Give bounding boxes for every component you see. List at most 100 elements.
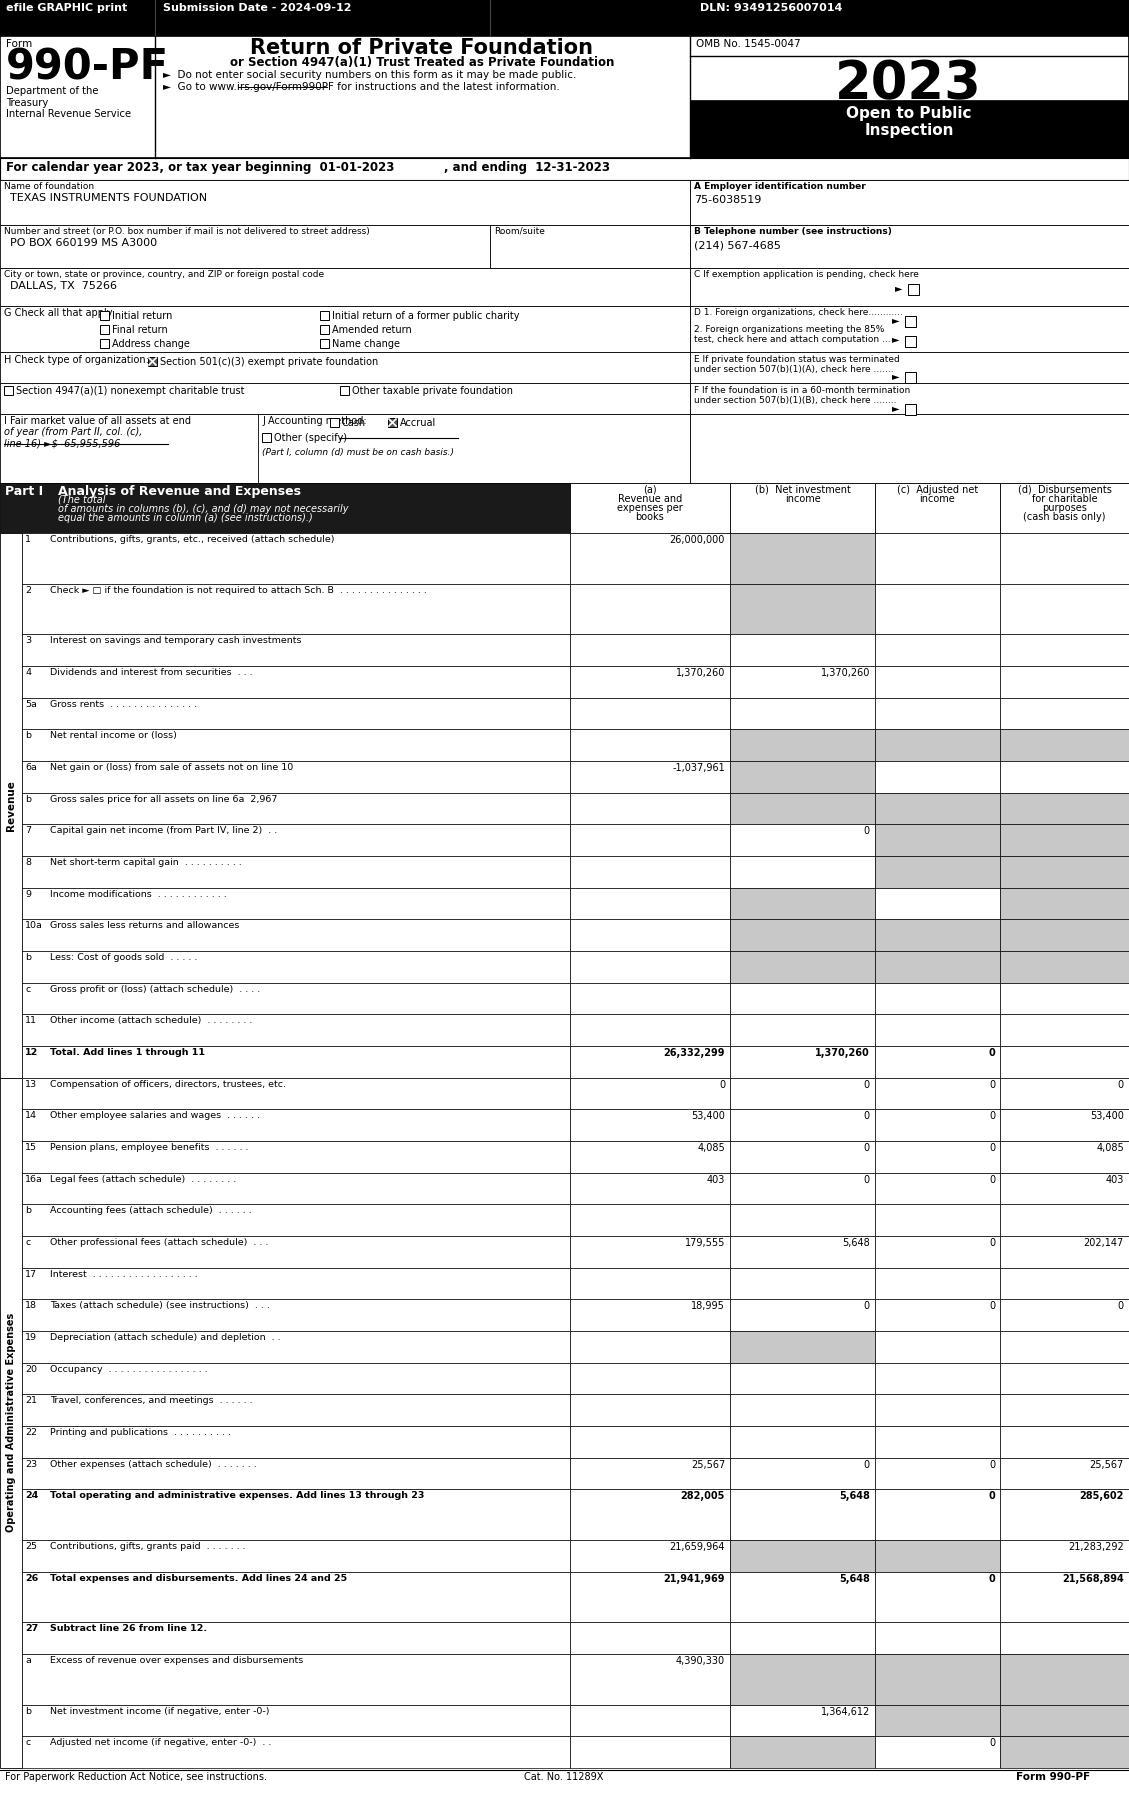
Text: Other (specify): Other (specify) xyxy=(274,433,347,442)
Bar xyxy=(1000,1109,1129,1142)
Bar xyxy=(570,1331,730,1363)
Bar xyxy=(1000,951,1129,984)
Text: Dividends and interest from securities  . . .: Dividends and interest from securities .… xyxy=(50,669,253,678)
Text: Other professional fees (attach schedule)  . . .: Other professional fees (attach schedule… xyxy=(50,1239,269,1248)
Text: Occupancy  . . . . . . . . . . . . . . . . .: Occupancy . . . . . . . . . . . . . . . … xyxy=(50,1365,208,1374)
Text: for charitable: for charitable xyxy=(1032,494,1097,503)
Text: 21: 21 xyxy=(25,1397,37,1406)
Bar xyxy=(905,372,916,383)
Text: 0: 0 xyxy=(989,1111,995,1122)
Text: 21,568,894: 21,568,894 xyxy=(1062,1573,1124,1584)
Text: ►: ► xyxy=(892,403,900,414)
Bar xyxy=(1000,1331,1129,1363)
Bar xyxy=(21,1737,570,1767)
Bar xyxy=(730,793,875,823)
Bar xyxy=(875,730,1000,761)
Text: 16a: 16a xyxy=(25,1174,43,1183)
Text: 8: 8 xyxy=(25,858,30,867)
Text: 19: 19 xyxy=(25,1332,37,1341)
Bar xyxy=(570,635,730,665)
Text: Total expenses and disbursements. Add lines 24 and 25: Total expenses and disbursements. Add li… xyxy=(50,1573,347,1582)
Text: Subtract line 26 from line 12.: Subtract line 26 from line 12. xyxy=(50,1624,207,1633)
Bar xyxy=(21,793,570,823)
Text: 53,400: 53,400 xyxy=(691,1111,725,1122)
Bar xyxy=(1000,1205,1129,1235)
Text: b: b xyxy=(25,1706,30,1715)
Bar xyxy=(0,352,690,383)
Bar xyxy=(875,1142,1000,1172)
Bar xyxy=(570,1426,730,1458)
Bar xyxy=(570,823,730,856)
Bar xyxy=(730,635,875,665)
Bar xyxy=(730,1571,875,1622)
Bar xyxy=(730,951,875,984)
Text: 3: 3 xyxy=(25,636,32,645)
Bar xyxy=(1000,1654,1129,1705)
Text: 202,147: 202,147 xyxy=(1084,1239,1124,1248)
Text: Less: Cost of goods sold  . . . . .: Less: Cost of goods sold . . . . . xyxy=(50,953,198,962)
Text: Section 4947(a)(1) nonexempt charitable trust: Section 4947(a)(1) nonexempt charitable … xyxy=(16,387,245,396)
Text: (cash basis only): (cash basis only) xyxy=(1023,512,1105,521)
Text: Name change: Name change xyxy=(332,340,400,349)
Text: 27: 27 xyxy=(25,1624,38,1633)
Text: 14: 14 xyxy=(25,1111,37,1120)
Bar xyxy=(21,888,570,919)
Bar xyxy=(320,325,329,334)
Text: Cash: Cash xyxy=(342,417,366,428)
Text: Name of foundation: Name of foundation xyxy=(5,182,94,191)
Text: b: b xyxy=(25,795,30,804)
Text: 0: 0 xyxy=(864,1144,870,1153)
Bar xyxy=(730,1077,875,1109)
Bar xyxy=(21,984,570,1014)
Text: 13: 13 xyxy=(25,1079,37,1088)
Text: (Part I, column (d) must be on cash basis.): (Part I, column (d) must be on cash basi… xyxy=(262,448,454,457)
Bar xyxy=(1000,1268,1129,1300)
Text: 6a: 6a xyxy=(25,762,37,771)
Text: 4,085: 4,085 xyxy=(1096,1144,1124,1153)
Text: c: c xyxy=(25,1739,30,1748)
Bar xyxy=(0,414,690,484)
Text: Form: Form xyxy=(6,40,33,49)
Bar xyxy=(1000,484,1129,532)
Bar xyxy=(1000,856,1129,888)
Bar xyxy=(875,1014,1000,1046)
Bar xyxy=(875,1622,1000,1654)
Bar xyxy=(570,856,730,888)
Text: Printing and publications  . . . . . . . . . .: Printing and publications . . . . . . . … xyxy=(50,1428,231,1437)
Bar xyxy=(690,225,1129,268)
Bar xyxy=(570,1489,730,1541)
Bar xyxy=(1000,823,1129,856)
Bar xyxy=(875,888,1000,919)
Bar xyxy=(21,1622,570,1654)
Bar xyxy=(1000,1489,1129,1541)
Bar xyxy=(570,532,730,584)
Text: -1,037,961: -1,037,961 xyxy=(672,762,725,773)
Text: 0: 0 xyxy=(989,1739,995,1748)
Bar xyxy=(570,888,730,919)
Bar xyxy=(262,433,271,442)
Bar xyxy=(570,1109,730,1142)
Bar xyxy=(1000,1622,1129,1654)
Text: 0: 0 xyxy=(988,1573,995,1584)
Text: 23: 23 xyxy=(25,1460,37,1469)
Text: Excess of revenue over expenses and disbursements: Excess of revenue over expenses and disb… xyxy=(50,1656,304,1665)
Text: income: income xyxy=(920,494,955,503)
Bar xyxy=(875,1426,1000,1458)
Bar xyxy=(570,1458,730,1489)
Bar xyxy=(1000,1077,1129,1109)
Bar xyxy=(570,1205,730,1235)
Bar xyxy=(21,919,570,951)
Text: 2. Foreign organizations meeting the 85%: 2. Foreign organizations meeting the 85% xyxy=(694,325,884,334)
Text: Contributions, gifts, grants, etc., received (attach schedule): Contributions, gifts, grants, etc., rece… xyxy=(50,536,334,545)
Text: Net investment income (if negative, enter -0-): Net investment income (if negative, ente… xyxy=(50,1706,270,1715)
Bar xyxy=(570,698,730,730)
Bar xyxy=(690,180,1129,225)
Bar xyxy=(730,1268,875,1300)
Bar xyxy=(1000,1142,1129,1172)
Text: 1: 1 xyxy=(25,536,30,545)
Text: expenses per: expenses per xyxy=(618,503,683,512)
Bar xyxy=(1000,532,1129,584)
Bar xyxy=(875,532,1000,584)
Bar xyxy=(0,158,1129,180)
Bar xyxy=(21,730,570,761)
